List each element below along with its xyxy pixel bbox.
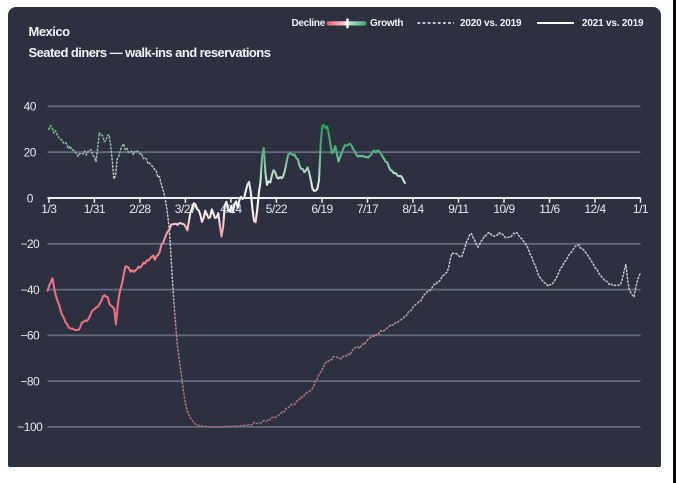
svg-text:8/14: 8/14 [402, 202, 424, 216]
svg-text:2/28: 2/28 [129, 202, 151, 216]
svg-text:−100: −100 [17, 420, 43, 434]
svg-text:−80: −80 [20, 374, 40, 388]
svg-text:3/27: 3/27 [175, 202, 197, 216]
svg-text:5/22: 5/22 [266, 202, 288, 216]
svg-text:7/17: 7/17 [357, 202, 379, 216]
svg-text:4/24: 4/24 [220, 202, 242, 216]
svg-text:1/3: 1/3 [41, 202, 57, 216]
svg-text:−60: −60 [20, 329, 40, 343]
svg-text:6/19: 6/19 [311, 202, 333, 216]
svg-text:−20: −20 [20, 237, 40, 251]
svg-text:10/9: 10/9 [493, 202, 515, 216]
svg-text:−40: −40 [20, 283, 40, 297]
svg-text:Seated diners — walk-ins and r: Seated diners — walk-ins and reservation… [29, 45, 271, 60]
svg-text:1/31: 1/31 [84, 202, 106, 216]
svg-text:Decline: Decline [292, 18, 326, 29]
svg-text:9/11: 9/11 [448, 202, 469, 216]
svg-text:2020 vs. 2019: 2020 vs. 2019 [460, 18, 522, 29]
svg-text:12/4: 12/4 [584, 202, 606, 216]
svg-text:1/1: 1/1 [633, 202, 649, 216]
svg-text:0: 0 [27, 191, 34, 205]
svg-text:2021 vs. 2019: 2021 vs. 2019 [582, 18, 644, 29]
svg-text:Growth: Growth [370, 18, 403, 29]
svg-text:40: 40 [24, 100, 37, 114]
svg-text:Mexico: Mexico [29, 24, 71, 39]
svg-text:20: 20 [24, 146, 37, 160]
svg-text:11/6: 11/6 [539, 202, 560, 216]
